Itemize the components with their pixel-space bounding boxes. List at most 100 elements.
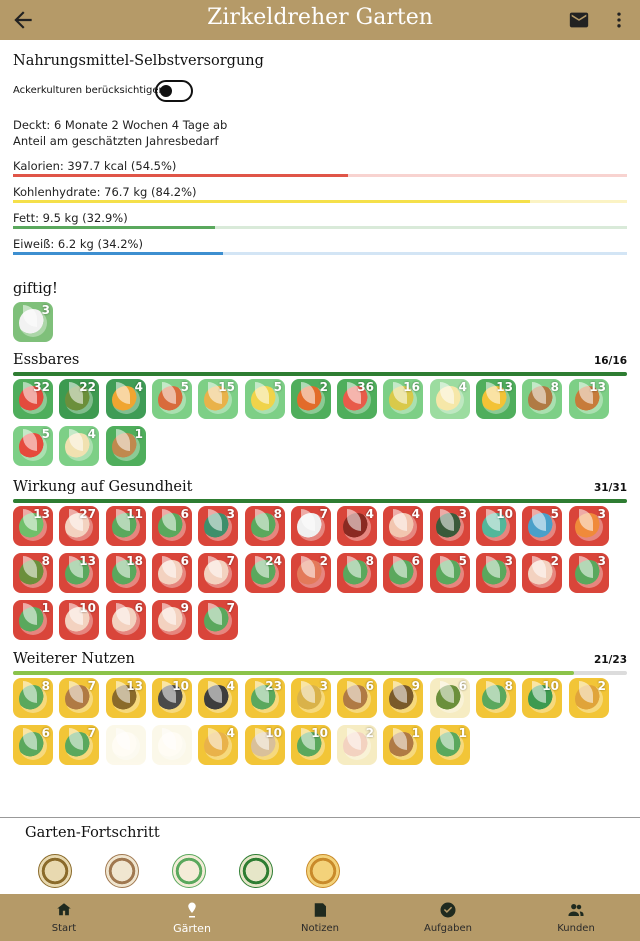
- category-tile[interactable]: 6: [106, 600, 146, 640]
- category-tile[interactable]: 7: [198, 553, 238, 593]
- category-tile[interactable]: 13: [13, 506, 53, 546]
- category-tile[interactable]: 3: [198, 506, 238, 546]
- category-tile[interactable]: 8: [13, 678, 53, 718]
- category-tile[interactable]: 6: [337, 678, 377, 718]
- category-tile[interactable]: 7: [198, 600, 238, 640]
- category-tile[interactable]: 8: [337, 553, 377, 593]
- category-tile[interactable]: 18: [106, 553, 146, 593]
- tile-accent: [579, 382, 593, 404]
- category-tile[interactable]: 4: [59, 426, 99, 466]
- nav-item-task-check[interactable]: Aufgaben: [384, 894, 512, 941]
- category-tile[interactable]: 2: [291, 553, 331, 593]
- nav-item-people[interactable]: Kunden: [512, 894, 640, 941]
- section-title: Essbares: [13, 352, 80, 368]
- category-tile[interactable]: 22: [59, 379, 99, 419]
- arrow-left-icon[interactable]: [10, 7, 36, 33]
- category-tile[interactable]: 10: [522, 678, 562, 718]
- tile-accent: [347, 728, 361, 750]
- category-tile[interactable]: 10: [245, 725, 285, 765]
- tile-count: 6: [458, 679, 467, 693]
- category-tile[interactable]: 15: [198, 379, 238, 419]
- toggle-label: Ackerkulturen berücksichtigen: [13, 85, 165, 96]
- category-tile[interactable]: 1: [383, 725, 423, 765]
- category-tile[interactable]: 6: [383, 553, 423, 593]
- category-tile[interactable]: 8: [245, 506, 285, 546]
- category-tile[interactable]: 36: [337, 379, 377, 419]
- category-tile[interactable]: 5: [13, 426, 53, 466]
- category-tile[interactable]: 4: [106, 379, 146, 419]
- category-tile[interactable]: 8: [13, 553, 53, 593]
- category-tile[interactable]: 27: [59, 506, 99, 546]
- mail-icon[interactable]: [568, 9, 590, 31]
- badge-gold-icon[interactable]: [306, 854, 340, 888]
- category-tile[interactable]: 6: [152, 506, 192, 546]
- category-tile[interactable]: 10: [59, 600, 99, 640]
- category-tile[interactable]: 10: [152, 678, 192, 718]
- tile-count: 18: [126, 554, 143, 568]
- category-tile[interactable]: 1: [13, 600, 53, 640]
- category-tile[interactable]: 2: [337, 725, 377, 765]
- nav-item-notes[interactable]: Notizen: [256, 894, 384, 941]
- category-tile[interactable]: 11: [106, 506, 146, 546]
- tile-accent: [347, 382, 361, 404]
- category-tile[interactable]: 13: [569, 379, 609, 419]
- badge-seed-icon[interactable]: [38, 854, 72, 888]
- category-tile[interactable]: 4: [198, 678, 238, 718]
- category-tile[interactable]: 5: [522, 506, 562, 546]
- category-tile[interactable]: 5: [245, 379, 285, 419]
- category-tile[interactable]: 2: [522, 553, 562, 593]
- category-tile[interactable]: 23: [245, 678, 285, 718]
- category-tile[interactable]: [152, 725, 192, 765]
- tile-accent: [116, 429, 130, 451]
- category-tile[interactable]: 4: [198, 725, 238, 765]
- tile-accent: [255, 382, 269, 404]
- more-vert-icon[interactable]: [609, 8, 629, 32]
- category-tile[interactable]: 8: [522, 379, 562, 419]
- category-tile[interactable]: 3: [569, 553, 609, 593]
- tile-count: 13: [589, 380, 606, 394]
- category-tile[interactable]: 5: [152, 379, 192, 419]
- category-tile[interactable]: 4: [430, 379, 470, 419]
- category-tile[interactable]: 2: [569, 678, 609, 718]
- category-tile[interactable]: 9: [152, 600, 192, 640]
- tile-count: 4: [226, 726, 235, 740]
- crops-toggle[interactable]: [155, 80, 193, 102]
- category-tile[interactable]: 24: [245, 553, 285, 593]
- category-tile[interactable]: 6: [152, 553, 192, 593]
- category-tile[interactable]: 5: [430, 553, 470, 593]
- category-tile[interactable]: 3: [291, 678, 331, 718]
- nav-item-home[interactable]: Start: [0, 894, 128, 941]
- tile-accent: [393, 556, 407, 578]
- category-tile[interactable]: 13: [476, 379, 516, 419]
- category-tile[interactable]: 8: [476, 678, 516, 718]
- category-tile[interactable]: 3: [569, 506, 609, 546]
- category-tile[interactable]: 1: [430, 725, 470, 765]
- badge-landscape-icon[interactable]: [239, 854, 273, 888]
- category-tile[interactable]: 13: [106, 678, 146, 718]
- category-tile[interactable]: 4: [383, 506, 423, 546]
- category-tile[interactable]: 16: [383, 379, 423, 419]
- category-tile[interactable]: 7: [291, 506, 331, 546]
- category-tile[interactable]: 32: [13, 379, 53, 419]
- category-tile[interactable]: [106, 725, 146, 765]
- badge-crest-icon[interactable]: [105, 854, 139, 888]
- nav-item-garden-pin[interactable]: Gärten: [128, 894, 256, 941]
- category-tile[interactable]: 10: [476, 506, 516, 546]
- category-tile[interactable]: 9: [383, 678, 423, 718]
- category-tile[interactable]: 3: [430, 506, 470, 546]
- tile-accent: [23, 509, 37, 531]
- category-tile[interactable]: 7: [59, 725, 99, 765]
- category-tile[interactable]: 2: [291, 379, 331, 419]
- category-tile[interactable]: 4: [337, 506, 377, 546]
- tile-count: 3: [458, 507, 467, 521]
- badge-wreath-icon[interactable]: [172, 854, 206, 888]
- category-tile[interactable]: 6: [430, 678, 470, 718]
- category-tile[interactable]: 13: [59, 553, 99, 593]
- category-tile[interactable]: 10: [291, 725, 331, 765]
- tile-accent: [208, 556, 222, 578]
- category-tile[interactable]: 1: [106, 426, 146, 466]
- category-tile[interactable]: 7: [59, 678, 99, 718]
- category-tile[interactable]: 3: [13, 302, 53, 342]
- category-tile[interactable]: 3: [476, 553, 516, 593]
- category-tile[interactable]: 6: [13, 725, 53, 765]
